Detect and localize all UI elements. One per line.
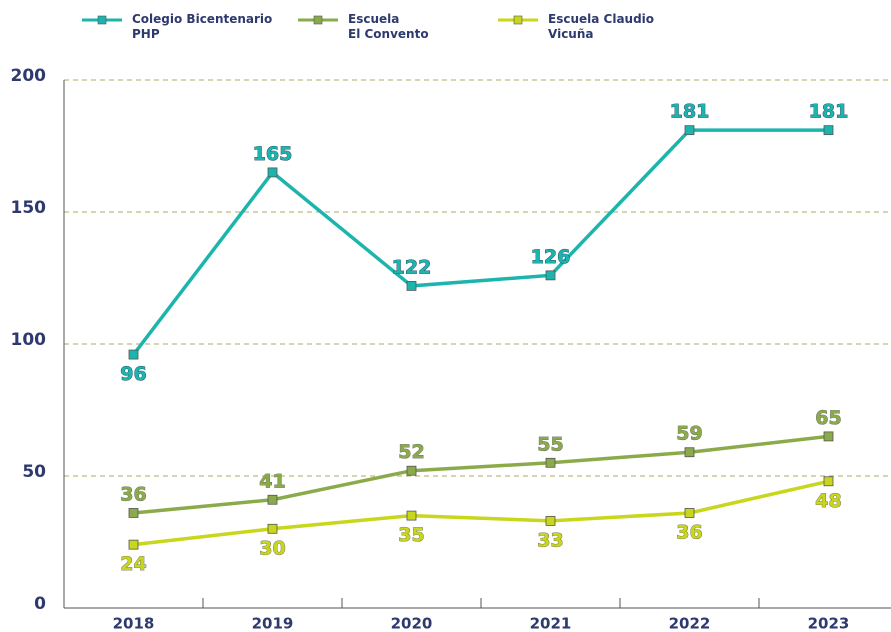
series-line	[133, 434, 829, 515]
data-label: 30	[259, 537, 285, 559]
data-label: 36	[120, 483, 146, 505]
data-label: 165	[253, 143, 293, 165]
data-label: 181	[670, 101, 710, 123]
data-label: 65	[815, 407, 841, 429]
x-tick-label: 2023	[808, 615, 850, 632]
legend-swatch	[82, 15, 122, 25]
marker	[128, 349, 139, 360]
series-line	[132, 128, 829, 356]
marker	[545, 515, 556, 526]
x-tick-label: 2020	[391, 615, 433, 632]
data-label: 41	[259, 470, 285, 492]
legend-label: Colegio Bicentenario PHP	[132, 12, 273, 41]
marker	[267, 523, 278, 534]
y-tick-label: 200	[11, 66, 47, 86]
legend-item: Escuela El Convento	[298, 12, 429, 42]
data-label: 55	[537, 433, 563, 455]
marker	[406, 465, 417, 476]
x-tick-label: 2021	[530, 615, 572, 632]
marker	[128, 539, 139, 550]
marker	[267, 167, 278, 178]
marker	[406, 510, 417, 521]
marker	[545, 457, 556, 468]
y-tick-label: 150	[11, 198, 47, 218]
marker	[684, 125, 695, 136]
data-label: 96	[120, 363, 146, 385]
data-label: 36	[676, 521, 702, 543]
marker	[128, 508, 139, 518]
data-label: 24	[120, 553, 146, 575]
legend-item: Escuela Claudio Vicuña	[498, 12, 654, 42]
legend-swatch	[298, 15, 338, 25]
marker	[684, 447, 695, 458]
legend-item: Colegio Bicentenario PHP	[82, 12, 272, 42]
x-tick-label: 2018	[113, 615, 155, 632]
data-label: 59	[676, 423, 702, 445]
data-label: 33	[537, 529, 563, 551]
series-line	[133, 479, 829, 547]
data-label: 181	[809, 101, 849, 123]
data-label: 126	[531, 246, 571, 268]
marker	[545, 270, 556, 281]
legend-label: Escuela Claudio Vicuña	[548, 12, 655, 41]
data-label: 122	[392, 256, 432, 278]
y-tick-label: 0	[34, 594, 46, 614]
marker	[823, 476, 834, 487]
marker	[406, 281, 417, 291]
data-label: 48	[815, 490, 841, 512]
legend-swatch	[498, 15, 538, 25]
marker	[684, 508, 695, 518]
marker	[267, 494, 278, 505]
legend-label: Escuela El Convento	[348, 12, 429, 41]
data-label: 52	[398, 441, 424, 463]
y-tick-label: 50	[22, 462, 46, 482]
data-label: 35	[398, 524, 424, 546]
x-tick-label: 2022	[669, 615, 711, 632]
y-tick-label: 100	[11, 330, 47, 350]
x-tick-label: 2019	[252, 615, 294, 632]
marker	[823, 125, 834, 136]
marker	[823, 431, 834, 442]
